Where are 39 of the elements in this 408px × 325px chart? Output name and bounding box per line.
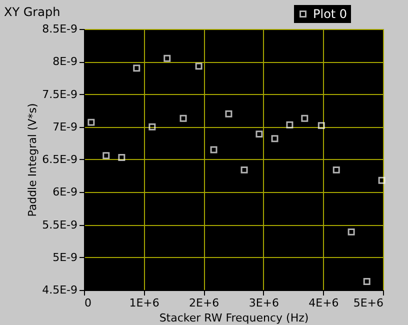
- x-axis-title: Stacker RW Frequency (Hz): [159, 312, 309, 324]
- y-tick-label: 6.5E-9: [42, 153, 78, 166]
- point: [88, 118, 95, 126]
- point: [225, 110, 232, 118]
- point: [256, 130, 263, 138]
- point: [301, 114, 308, 122]
- y-tick-label: 8E-9: [52, 55, 78, 68]
- x-tick-label: 5E+6: [353, 296, 384, 310]
- point: [118, 154, 126, 162]
- point: [286, 121, 294, 128]
- point: [102, 152, 110, 160]
- chart-title: XY Graph: [4, 5, 60, 19]
- x-tick-label: 2E+6: [189, 296, 220, 310]
- point: [363, 278, 370, 286]
- point: [240, 166, 248, 174]
- y-axis-title: Paddle Integral (V*s): [26, 103, 40, 217]
- point: [195, 62, 202, 70]
- y-tick-label: 5.5E-9: [42, 218, 78, 232]
- legend-label: Plot 0: [313, 7, 348, 21]
- x-tick-label: 1E+6: [129, 296, 160, 310]
- x-tick-label: 3E+6: [248, 296, 279, 310]
- point: [332, 166, 340, 174]
- point: [148, 123, 156, 130]
- point: [210, 146, 218, 154]
- y-tick-label: 8.5E-9: [42, 22, 78, 36]
- y-tick-label: 5E-9: [52, 250, 78, 264]
- point: [133, 64, 140, 72]
- x-tick-label: 0: [84, 296, 92, 310]
- x-tick-label: 4E+6: [308, 296, 339, 310]
- point: [180, 114, 187, 122]
- y-tick-label: 6E-9: [52, 186, 78, 199]
- y-tick-label: 4.5E-9: [42, 284, 78, 296]
- y-tick-label: 7E-9: [52, 120, 78, 134]
- point: [348, 228, 355, 236]
- point: [318, 122, 325, 130]
- point: [378, 176, 386, 184]
- y-tick-label: 7.5E-9: [42, 88, 78, 101]
- point: [164, 54, 171, 62]
- point: [271, 135, 278, 142]
